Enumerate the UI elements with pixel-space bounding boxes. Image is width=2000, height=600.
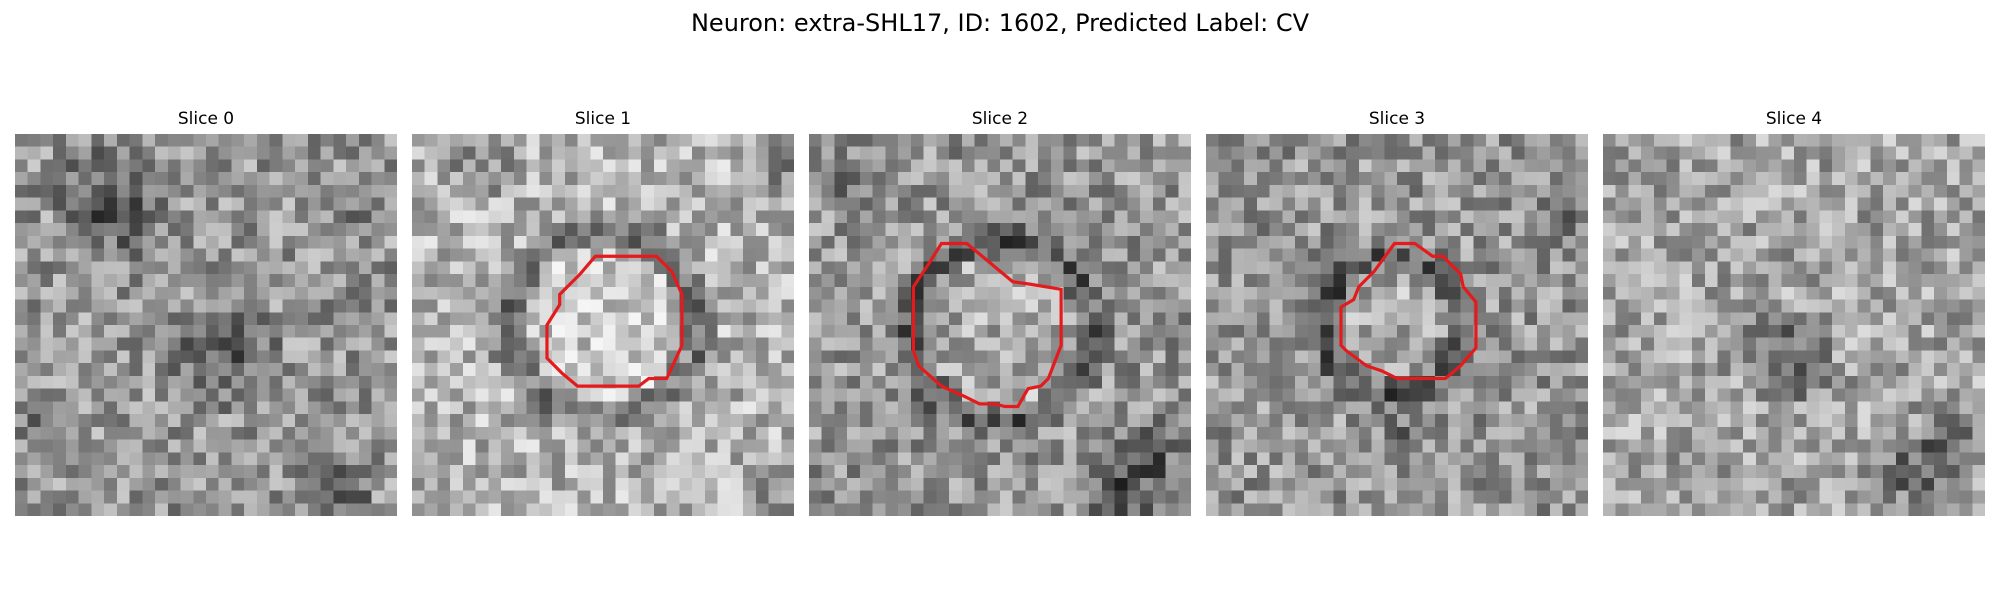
slice-panel-4: Slice 4: [1603, 108, 1985, 516]
slice-panel-3: Slice 3: [1206, 108, 1588, 516]
figure-title: Neuron: extra-SHL17, ID: 1602, Predicted…: [690, 9, 1310, 37]
slice-title-4: Slice 4: [1765, 109, 1823, 129]
slice-panel-0: Slice 0: [15, 108, 397, 516]
slice-title-0: Slice 0: [177, 109, 235, 129]
slice-title-3: Slice 3: [1368, 109, 1426, 129]
contour-2: [911, 241, 1063, 409]
slice-panel-1: Slice 1: [412, 108, 794, 516]
contour-3: [1339, 241, 1478, 381]
slice-image-4: [1603, 134, 1985, 516]
slice-image-2: [809, 134, 1191, 516]
slice-title-1: Slice 1: [574, 109, 632, 129]
slice-panel-2: Slice 2: [809, 108, 1191, 516]
slice-title-2: Slice 2: [971, 109, 1029, 129]
slice-image-3: [1206, 134, 1588, 516]
slice-image-1: [412, 134, 794, 516]
slice-image-0: [15, 134, 397, 516]
contour-1: [545, 254, 684, 388]
